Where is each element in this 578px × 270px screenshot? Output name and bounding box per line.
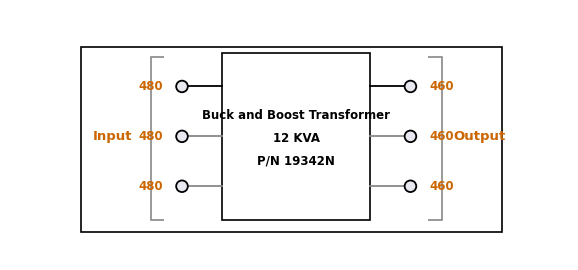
- Ellipse shape: [405, 180, 416, 192]
- Text: Input: Input: [93, 130, 132, 143]
- Text: 12 KVA: 12 KVA: [273, 132, 320, 145]
- Text: Buck and Boost Transformer: Buck and Boost Transformer: [202, 109, 390, 122]
- Text: 480: 480: [138, 80, 163, 93]
- Bar: [81, 47, 502, 232]
- Ellipse shape: [405, 131, 416, 142]
- Text: Output: Output: [454, 130, 506, 143]
- Ellipse shape: [176, 131, 188, 142]
- Text: P/N 19342N: P/N 19342N: [257, 155, 335, 168]
- Text: 460: 460: [429, 130, 454, 143]
- Ellipse shape: [176, 180, 188, 192]
- Text: 460: 460: [429, 80, 454, 93]
- Ellipse shape: [176, 81, 188, 92]
- Text: 480: 480: [138, 130, 163, 143]
- Text: 480: 480: [138, 180, 163, 193]
- Text: 460: 460: [429, 180, 454, 193]
- Ellipse shape: [405, 81, 416, 92]
- Bar: [223, 53, 370, 220]
